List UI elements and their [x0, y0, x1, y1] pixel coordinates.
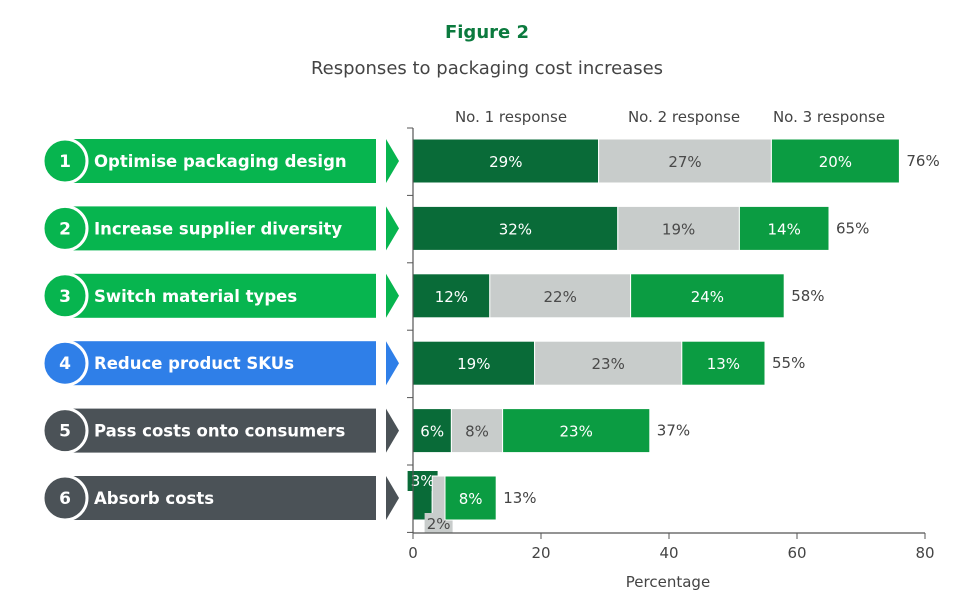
category-label-5: 5 Pass costs onto consumers	[41, 407, 399, 455]
bar-segment-2	[598, 138, 772, 184]
bar-segment-3	[630, 273, 785, 319]
bar-segment-3	[681, 340, 766, 386]
rank-badge	[41, 474, 89, 522]
data-label: 6%	[420, 423, 444, 441]
x-tick-label: 0	[408, 544, 418, 562]
data-label: 13%	[707, 355, 740, 373]
bar-segment-1	[412, 340, 536, 386]
bar-row-1: 29% 27% 20% 76%	[412, 138, 940, 184]
data-label: 19%	[662, 220, 695, 238]
data-label: 8%	[459, 490, 483, 508]
bars: 29% 27% 20% 76% 32% 19% 14% 65% 12% 22% 24% 58% 19% 2…	[407, 138, 940, 533]
arrow-icon	[386, 139, 399, 183]
category-labels: 1 Optimise packaging design 2 Increase supp…	[41, 137, 399, 522]
data-label: 29%	[489, 153, 522, 171]
chart-title: Responses to packaging cost increases	[311, 58, 663, 79]
bar-row-3: 12% 22% 24% 58%	[412, 273, 825, 319]
legend-item-2: No. 2 response	[628, 108, 740, 126]
data-label: 8%	[465, 423, 489, 441]
arrow-icon	[386, 408, 399, 453]
bar-segment-2	[450, 408, 504, 454]
rank-number: 5	[59, 422, 71, 442]
data-label: 3%	[411, 472, 435, 490]
rank-badge	[41, 137, 89, 185]
data-label: 24%	[691, 288, 724, 306]
total-label: 13%	[503, 489, 536, 507]
bar-row-6: 3%2%8% 13%	[407, 471, 537, 533]
rank-badge	[41, 272, 89, 320]
category-banner	[62, 408, 376, 453]
x-tick-label: 60	[787, 544, 806, 562]
total-label: 76%	[906, 152, 939, 170]
category-text: Increase supplier diversity	[94, 219, 342, 238]
bar-segment-2	[534, 340, 683, 386]
legend-item-3: No. 3 response	[773, 108, 885, 126]
category-banner	[62, 139, 376, 183]
x-axis-label: Percentage	[626, 573, 710, 591]
data-label: 20%	[819, 153, 852, 171]
category-banner	[62, 206, 376, 251]
total-label: 55%	[772, 354, 805, 372]
category-banner	[62, 341, 376, 386]
category-text: Switch material types	[94, 287, 297, 306]
bar-segment-3	[770, 138, 900, 184]
arrow-icon	[386, 273, 399, 318]
category-text: Absorb costs	[94, 489, 214, 508]
rank-badge	[41, 407, 89, 455]
category-label-6: 6 Absorb costs	[41, 474, 399, 522]
data-label: 23%	[560, 423, 593, 441]
category-label-1: 1 Optimise packaging design	[41, 137, 399, 185]
data-label: 27%	[668, 153, 701, 171]
rank-number: 3	[59, 287, 71, 307]
bar-segment-1	[412, 138, 600, 184]
rank-number: 1	[59, 152, 71, 172]
bar-segment-2	[617, 205, 740, 251]
bar-segment-1	[412, 273, 491, 319]
arrow-icon	[386, 206, 399, 251]
category-text: Pass costs onto consumers	[94, 422, 346, 441]
arrow-icon	[386, 476, 399, 520]
data-label-bg	[407, 471, 438, 491]
category-label-4: 4 Reduce product SKUs	[41, 339, 399, 387]
bar-segment-1	[412, 205, 619, 251]
bar-segment-1	[412, 408, 452, 454]
x-tick-label: 20	[531, 544, 550, 562]
bar-row-5: 6% 8% 23% 37%	[412, 408, 690, 454]
data-label: 14%	[768, 220, 801, 238]
x-tick-label: 40	[659, 544, 678, 562]
bar-segment-3	[502, 408, 651, 454]
category-label-2: 2 Increase supplier diversity	[41, 204, 399, 252]
bar-segment-3	[444, 475, 497, 521]
bar-segment-2	[489, 273, 632, 319]
rank-number: 4	[59, 354, 71, 374]
total-label: 58%	[791, 287, 824, 305]
bar-row-2: 32% 19% 14% 65%	[412, 205, 869, 251]
data-label: 12%	[435, 288, 468, 306]
x-tick-label: 80	[915, 544, 934, 562]
data-label: 23%	[592, 355, 625, 373]
rank-badge	[41, 339, 89, 387]
figure-label: Figure 2	[445, 22, 529, 43]
data-label: 19%	[457, 355, 490, 373]
arrow-icon	[386, 341, 399, 386]
legend: No. 1 response No. 2 response No. 3 respon…	[455, 108, 885, 126]
data-label: 22%	[544, 288, 577, 306]
category-label-3: 3 Switch material types	[41, 272, 399, 320]
category-text: Reduce product SKUs	[94, 354, 294, 373]
data-label: 32%	[499, 220, 532, 238]
rank-badge	[41, 204, 89, 252]
rank-number: 2	[59, 219, 71, 239]
category-text: Optimise packaging design	[94, 152, 347, 171]
category-banner	[62, 476, 376, 520]
bar-row-4: 19% 23% 13% 55%	[412, 340, 805, 386]
category-banner	[62, 273, 376, 318]
x-axis: 0 20 40 60 80	[407, 127, 935, 562]
rank-number: 6	[59, 489, 71, 509]
total-label: 37%	[657, 422, 690, 440]
total-label: 65%	[836, 219, 869, 237]
legend-item-1: No. 1 response	[455, 108, 567, 126]
bar-segment-3	[738, 205, 830, 251]
